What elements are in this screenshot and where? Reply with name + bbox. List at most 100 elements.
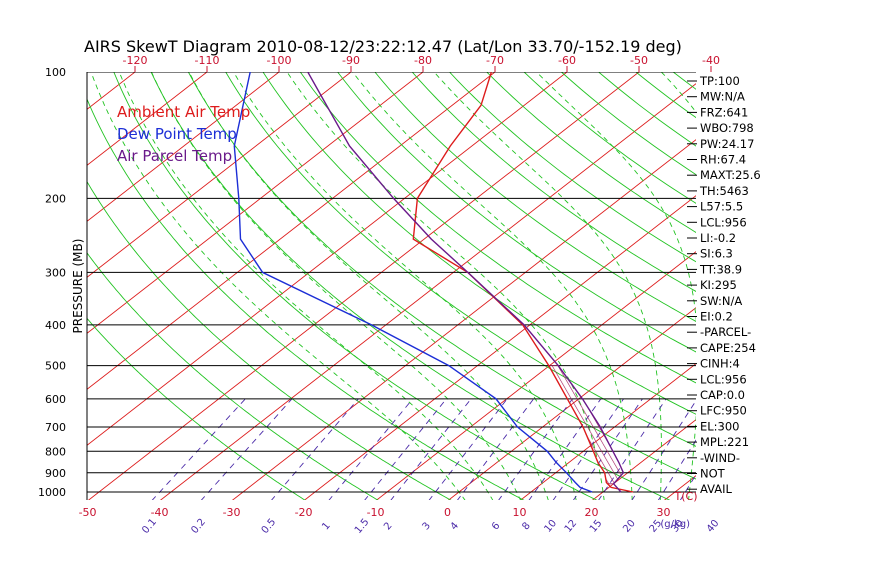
parcel-temp-line: [307, 72, 625, 493]
top-temp-tick-label: -90: [342, 54, 360, 67]
pressure-tick-label: 100: [45, 66, 66, 79]
dry-adiabat-line: [808, 63, 870, 501]
dry-adiabat-line: [113, 72, 598, 500]
dry-adiabat-line: [735, 63, 870, 501]
top-temp-tick-label: -60: [558, 54, 576, 67]
mixing-ratio-label: 15: [588, 518, 605, 535]
top-temp-tick-label: -100: [267, 54, 292, 67]
temp-unit-label: T(C): [674, 490, 698, 503]
isotherm-line: [375, 251, 696, 500]
dewpoint-temp-line: [233, 72, 593, 493]
legend-entry: Dew Point Temp: [117, 125, 237, 143]
series-layer: [233, 72, 634, 493]
mixing-ratio-label: 3: [420, 520, 433, 532]
mixing-ratio-line: [572, 398, 643, 500]
top-temp-tick-label: -110: [195, 54, 220, 67]
top-temp-tick-label: -50: [630, 54, 648, 67]
y-axis-label: PRESSURE (MB): [71, 239, 85, 334]
moist-adiabat-line: [90, 72, 466, 500]
indices-item: SI:6.3: [700, 247, 733, 261]
mixing-ratio-label: 8: [520, 520, 533, 532]
mixing-ratio-label: 0.2: [189, 517, 208, 536]
isotherm-line: [87, 72, 280, 222]
bottom-temp-tick-label: 20: [585, 506, 599, 519]
moist-adiabat-line: [286, 72, 605, 500]
legend-entry: Air Parcel Temp: [117, 147, 232, 165]
indices-item: MPL:221: [700, 435, 749, 449]
isotherm-line: [231, 139, 696, 500]
indices-item: TT:38.9: [699, 262, 742, 276]
dry-adiabat-line: [87, 97, 525, 500]
indices-item: CAPE:254: [700, 341, 756, 355]
mixing-ratio-label: 1: [320, 520, 333, 532]
indices-item: CINH:4: [700, 357, 740, 371]
pressure-tick-label: 800: [45, 445, 66, 458]
mixing-ratio-line: [598, 398, 667, 500]
mixing-ratio-line: [271, 398, 359, 500]
mixing-ratio-label: 6: [490, 520, 503, 532]
indices-item: -PARCEL-: [700, 325, 751, 339]
pressure-tick-label: 700: [45, 421, 66, 434]
mixing-ratio-label: 1.5: [353, 517, 372, 536]
mixing-ratio-line: [631, 399, 696, 500]
isotherm-line: [87, 72, 568, 446]
grid-layer: [0, 63, 870, 501]
indices-item: CAP:0.0: [700, 388, 745, 402]
dry-adiabat-line: [225, 72, 696, 447]
dry-adiabat-line: [337, 72, 696, 353]
pressure-tick-label: 400: [45, 319, 66, 332]
mixing-ratio-label: 40: [705, 518, 722, 535]
indices-item: L57:5.5: [700, 200, 743, 214]
isotherm-line: [87, 72, 496, 390]
legend-entry: Ambient Air Temp: [117, 103, 250, 121]
moist-adiabat-line: [118, 72, 494, 500]
pressure-tick-label: 900: [45, 467, 66, 480]
indices-item: EL:300: [700, 419, 740, 433]
mixing-ratio-unit-label: (g/kg): [660, 519, 690, 530]
indices-item: MW:N/A: [700, 90, 745, 104]
isotherm-line: [591, 419, 696, 500]
mixing-ratio-line: [328, 398, 414, 500]
indices-item: KI:295: [700, 278, 737, 292]
bottom-temp-tick-label: -30: [223, 506, 241, 519]
indices-item: MAXT:25.6: [700, 168, 761, 182]
dry-adiabat-line: [87, 180, 452, 500]
bottom-temp-tick-label: -50: [79, 506, 97, 519]
isotherm-line: [87, 72, 208, 166]
isotherm-line: [736, 63, 870, 501]
chart-title: AIRS SkewT Diagram 2010-08-12/23:22:12.4…: [84, 37, 682, 56]
moist-adiabat-line: [536, 72, 696, 500]
ambient-temp-line: [412, 72, 634, 493]
isotherm-line: [0, 63, 75, 501]
bottom-temp-tick-label: -40: [151, 506, 169, 519]
mixing-ratio-line: [657, 439, 696, 500]
dry-adiabat-line: [187, 72, 696, 480]
bottom-temp-tick-label: 0: [444, 506, 451, 519]
mixing-ratio-label: 0.5: [260, 517, 279, 536]
pressure-tick-label: 1000: [38, 486, 66, 499]
top-temp-tick-label: -120: [123, 54, 148, 67]
top-temp-tick-label: -40: [702, 54, 720, 67]
isotherm-line: [87, 72, 424, 334]
top-temp-tick-label: -70: [486, 54, 504, 67]
dry-adiabat-line: [262, 72, 696, 415]
indices-item: PW:24.17: [700, 137, 754, 151]
mixing-ratio-line: [457, 398, 535, 500]
bottom-temp-tick-label: 10: [513, 506, 527, 519]
moist-adiabat-line: [233, 72, 577, 500]
top-temp-tick-label: -80: [414, 54, 432, 67]
isotherm-line: [0, 63, 3, 501]
bottom-temp-tick-label: 30: [657, 506, 671, 519]
mixing-ratio-line: [498, 398, 573, 500]
isotherm-line: [519, 363, 696, 500]
indices-item: LCL:956: [700, 372, 747, 386]
moist-adiabat-line: [352, 72, 633, 500]
mixing-ratio-label: 10: [543, 518, 560, 535]
indices-item: RH:67.4: [700, 153, 746, 167]
bottom-temp-tick-label: -10: [367, 506, 385, 519]
indices-item: LCL:956: [700, 215, 747, 229]
bottom-temp-tick-label: -20: [295, 506, 313, 519]
indices-item: TH:5463: [699, 184, 749, 198]
